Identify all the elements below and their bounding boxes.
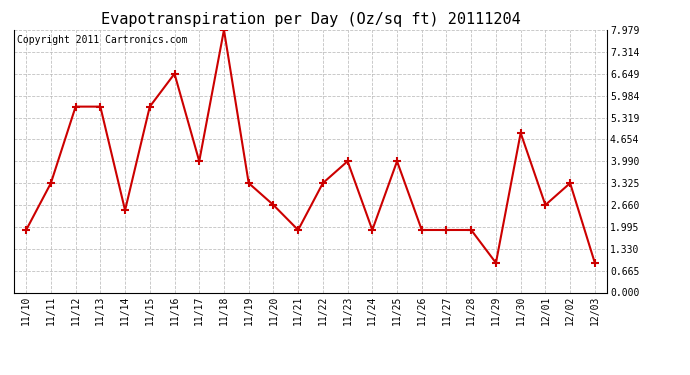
Title: Evapotranspiration per Day (Oz/sq ft) 20111204: Evapotranspiration per Day (Oz/sq ft) 20… [101, 12, 520, 27]
Text: Copyright 2011 Cartronics.com: Copyright 2011 Cartronics.com [17, 35, 187, 45]
